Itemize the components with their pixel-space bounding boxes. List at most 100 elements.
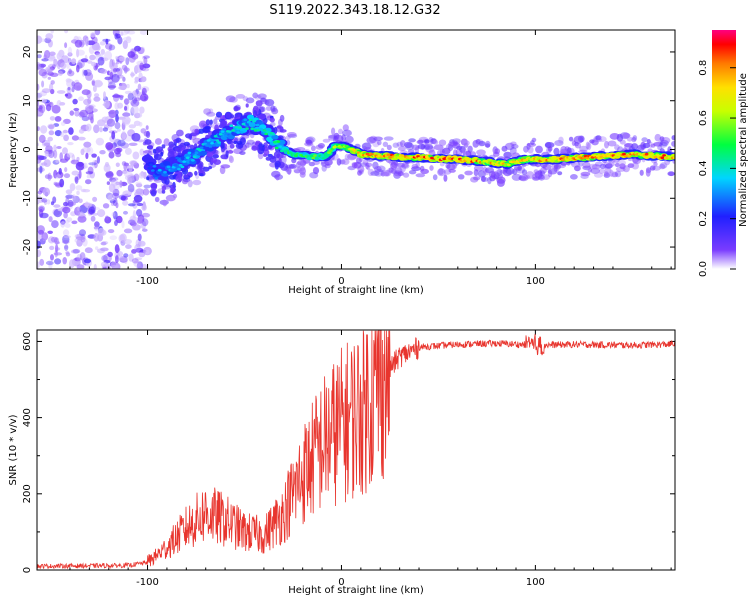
- ridge-blob: [159, 171, 164, 174]
- noise-blob: [50, 254, 54, 261]
- ridge-blob: [161, 173, 166, 176]
- noise-blob: [49, 83, 54, 92]
- noise-blob: [49, 116, 56, 121]
- noise-blob: [39, 165, 43, 174]
- noise-blob: [37, 110, 40, 118]
- halo-blob: [213, 118, 218, 125]
- halo-blob: [641, 137, 648, 143]
- noise-blob: [88, 105, 94, 110]
- ridge-blob: [173, 164, 178, 167]
- ridge-blob: [660, 156, 665, 159]
- noise-blob: [66, 152, 75, 158]
- noise-blob: [64, 93, 68, 97]
- noise-blob: [135, 181, 142, 187]
- noise-blob: [127, 177, 133, 185]
- signal-blob: [220, 120, 227, 128]
- noise-blob: [139, 30, 148, 35]
- noise-blob: [41, 88, 51, 94]
- noise-blob: [95, 52, 102, 57]
- noise-blob: [105, 170, 114, 179]
- halo-blob: [359, 169, 364, 175]
- ridge-blob: [152, 165, 157, 168]
- noise-blob: [76, 190, 80, 196]
- noise-blob: [112, 211, 118, 220]
- ridge-blob: [210, 141, 215, 145]
- noise-blob: [40, 98, 47, 104]
- noise-blob: [101, 255, 108, 262]
- halo-blob: [305, 137, 314, 144]
- ridge-blob: [192, 155, 197, 159]
- halo-blob: [424, 144, 434, 150]
- ridge-blob: [555, 156, 560, 159]
- noise-blob: [63, 235, 71, 239]
- signal-blob: [202, 129, 211, 133]
- noise-blob: [109, 235, 118, 240]
- halo-blob: [496, 176, 506, 184]
- halo-blob: [505, 142, 515, 151]
- halo-blob: [382, 141, 389, 147]
- halo-blob: [433, 144, 444, 151]
- noise-blob: [44, 150, 49, 157]
- noise-blob: [137, 83, 142, 91]
- noise-blob: [48, 261, 53, 269]
- noise-blob: [60, 55, 70, 64]
- halo-blob: [254, 94, 262, 100]
- signal-blob: [144, 139, 152, 145]
- noise-blob: [79, 252, 86, 261]
- ridge-blob: [313, 154, 317, 157]
- noise-blob: [137, 233, 142, 242]
- halo-blob: [145, 130, 151, 138]
- signal-blob: [205, 119, 211, 126]
- noise-blob: [133, 92, 138, 96]
- noise-blob: [53, 252, 63, 256]
- noise-blob: [70, 159, 80, 165]
- noise-blob: [53, 58, 58, 67]
- halo-blob: [619, 139, 626, 145]
- noise-blob: [48, 124, 55, 130]
- halo-blob: [357, 170, 362, 176]
- noise-blob: [130, 105, 139, 115]
- halo-blob: [631, 143, 639, 150]
- noise-blob: [37, 249, 42, 258]
- noise-blob: [127, 183, 135, 193]
- noise-blob: [105, 192, 113, 200]
- noise-blob: [62, 147, 68, 155]
- ridge-blob: [590, 156, 595, 159]
- noise-blob: [122, 119, 131, 126]
- noise-blob: [53, 149, 58, 159]
- halo-blob: [627, 163, 635, 169]
- halo-blob: [554, 140, 564, 146]
- halo-blob: [657, 140, 663, 146]
- ridge-blob: [218, 133, 223, 136]
- noise-blob: [59, 152, 63, 161]
- noise-blob: [107, 81, 116, 90]
- noise-blob: [59, 178, 65, 188]
- halo-blob: [143, 149, 153, 157]
- ridge-blob: [314, 156, 319, 160]
- ridge-blob: [149, 163, 153, 167]
- noise-blob: [95, 45, 101, 51]
- signal-blob: [185, 133, 193, 139]
- ridge-blob: [222, 128, 227, 131]
- noise-blob: [45, 260, 54, 266]
- noise-blob: [88, 46, 95, 54]
- halo-blob: [275, 174, 280, 181]
- noise-blob: [78, 128, 85, 134]
- halo-blob: [582, 161, 591, 169]
- noise-blob: [135, 183, 143, 188]
- signal-blob: [233, 105, 239, 112]
- y-tick-label: 200: [22, 484, 33, 503]
- ridge-blob: [653, 155, 658, 159]
- signal-blob: [204, 126, 211, 130]
- halo-blob: [599, 163, 607, 169]
- noise-blob: [88, 111, 94, 121]
- halo-blob: [658, 163, 666, 170]
- halo-blob: [260, 97, 267, 103]
- noise-blob: [108, 61, 112, 68]
- noise-blob: [119, 30, 129, 36]
- signal-blob: [153, 153, 162, 161]
- noise-blob: [114, 33, 119, 40]
- noise-blob: [49, 51, 56, 56]
- ridge-blob: [236, 131, 241, 134]
- halo-blob: [172, 193, 178, 199]
